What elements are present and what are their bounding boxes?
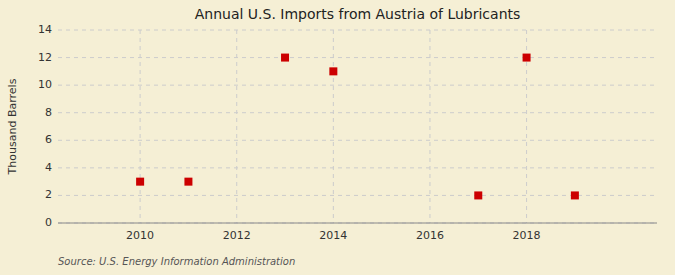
x-grid-line bbox=[236, 30, 237, 223]
point bbox=[523, 54, 531, 62]
y-tick-label: 0 bbox=[45, 216, 52, 229]
y-grid-line bbox=[58, 30, 657, 31]
y-grid-line bbox=[58, 223, 657, 224]
x-tick-label: 2016 bbox=[416, 229, 444, 242]
y-tick-label: 6 bbox=[45, 133, 52, 146]
point bbox=[281, 54, 289, 62]
grid bbox=[58, 30, 657, 223]
point bbox=[571, 191, 579, 199]
y-grid-line bbox=[58, 85, 657, 86]
x-grid-line bbox=[429, 30, 430, 223]
y-tick-label: 12 bbox=[38, 51, 52, 64]
axes: 0 2 4 6 8 10 12 14 2010 2012 2014 2016 2018 bbox=[38, 23, 657, 242]
x-tick-label: 2014 bbox=[319, 229, 347, 242]
x-tick-label: 2012 bbox=[223, 229, 251, 242]
y-tick-label: 4 bbox=[45, 161, 52, 174]
source-note: Source: U.S. Energy Information Administ… bbox=[58, 256, 295, 267]
points bbox=[136, 54, 579, 200]
y-tick-label: 14 bbox=[38, 23, 52, 36]
y-grid-line bbox=[58, 195, 657, 196]
point bbox=[136, 178, 144, 186]
point bbox=[474, 191, 482, 199]
point bbox=[329, 67, 337, 75]
y-tick-label: 10 bbox=[38, 78, 52, 91]
background bbox=[0, 0, 675, 275]
y-grid-line bbox=[58, 140, 657, 141]
chart-svg: 0 2 4 6 8 10 12 14 2010 2012 2014 2016 2018 Annual U.… bbox=[0, 0, 675, 275]
x-tick-label: 2018 bbox=[513, 229, 541, 242]
title: Annual U.S. Imports from Austria of Lubr… bbox=[195, 6, 521, 22]
y-grid-line bbox=[58, 167, 657, 168]
chart-container: 0 2 4 6 8 10 12 14 2010 2012 2014 2016 2018 Annual U.… bbox=[0, 0, 675, 275]
y-tick-label: 2 bbox=[45, 188, 52, 201]
y-grid-line bbox=[58, 57, 657, 58]
y-grid-line bbox=[58, 112, 657, 113]
x-tick-label: 2010 bbox=[126, 229, 154, 242]
x-axis-line bbox=[58, 223, 657, 224]
y-tick-label: 8 bbox=[45, 106, 52, 119]
x-grid-line bbox=[333, 30, 334, 223]
y-axis-label: Thousand Barrels bbox=[6, 78, 19, 175]
point bbox=[184, 178, 192, 186]
x-grid-line bbox=[140, 30, 141, 223]
